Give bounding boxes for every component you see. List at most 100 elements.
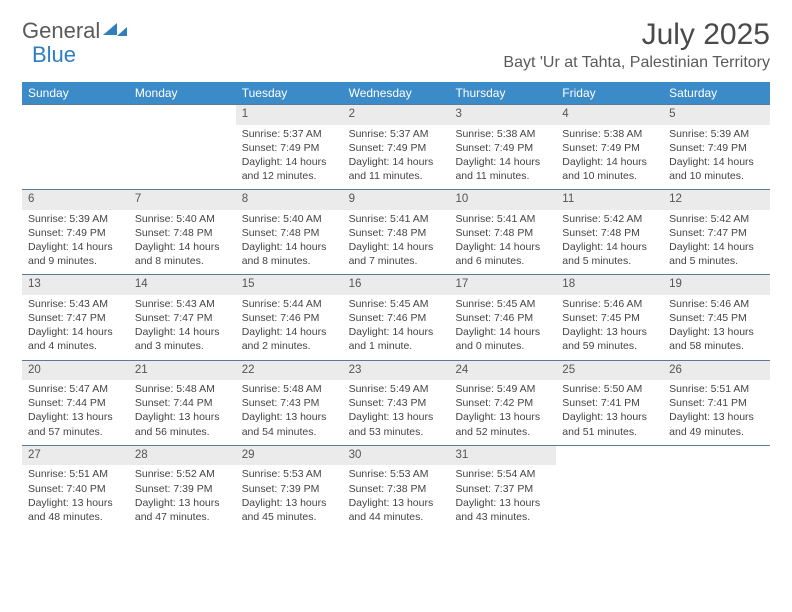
sunset-text: Sunset: 7:38 PM — [349, 482, 444, 496]
sunset-text: Sunset: 7:39 PM — [242, 482, 337, 496]
day-body: Sunrise: 5:47 AMSunset: 7:44 PMDaylight:… — [22, 380, 129, 445]
day-cell — [129, 105, 236, 189]
day-cell: 10Sunrise: 5:41 AMSunset: 7:48 PMDayligh… — [449, 190, 556, 274]
sunrise-text: Sunrise: 5:41 AM — [349, 212, 444, 226]
daylight-text: Daylight: 14 hours — [562, 155, 657, 169]
daylight-text: and 9 minutes. — [28, 254, 123, 268]
day-body: Sunrise: 5:46 AMSunset: 7:45 PMDaylight:… — [663, 295, 770, 360]
daylight-text: Daylight: 14 hours — [455, 325, 550, 339]
day-body: Sunrise: 5:54 AMSunset: 7:37 PMDaylight:… — [449, 465, 556, 530]
day-body: Sunrise: 5:39 AMSunset: 7:49 PMDaylight:… — [663, 125, 770, 190]
day-number: 21 — [129, 361, 236, 381]
sunrise-text: Sunrise: 5:43 AM — [135, 297, 230, 311]
weekday-header: Sunday — [22, 82, 129, 104]
day-cell: 2Sunrise: 5:37 AMSunset: 7:49 PMDaylight… — [343, 105, 450, 189]
sunrise-text: Sunrise: 5:54 AM — [455, 467, 550, 481]
day-number: 8 — [236, 190, 343, 210]
day-cell — [556, 446, 663, 530]
day-body: Sunrise: 5:42 AMSunset: 7:48 PMDaylight:… — [556, 210, 663, 275]
day-cell: 9Sunrise: 5:41 AMSunset: 7:48 PMDaylight… — [343, 190, 450, 274]
day-number: 1 — [236, 105, 343, 125]
brand-text-2-wrap: Blue — [32, 42, 76, 68]
daylight-text: Daylight: 13 hours — [562, 410, 657, 424]
daylight-text: and 49 minutes. — [669, 425, 764, 439]
sunrise-text: Sunrise: 5:37 AM — [349, 127, 444, 141]
daylight-text: Daylight: 14 hours — [669, 240, 764, 254]
sunset-text: Sunset: 7:46 PM — [242, 311, 337, 325]
sunset-text: Sunset: 7:46 PM — [349, 311, 444, 325]
daylight-text: and 0 minutes. — [455, 339, 550, 353]
daylight-text: Daylight: 14 hours — [28, 240, 123, 254]
sunset-text: Sunset: 7:48 PM — [242, 226, 337, 240]
sunset-text: Sunset: 7:49 PM — [349, 141, 444, 155]
day-number: 14 — [129, 275, 236, 295]
day-number: 4 — [556, 105, 663, 125]
day-body: Sunrise: 5:38 AMSunset: 7:49 PMDaylight:… — [556, 125, 663, 190]
daylight-text: and 45 minutes. — [242, 510, 337, 524]
day-number: 7 — [129, 190, 236, 210]
sunset-text: Sunset: 7:48 PM — [455, 226, 550, 240]
daylight-text: and 43 minutes. — [455, 510, 550, 524]
sunrise-text: Sunrise: 5:46 AM — [669, 297, 764, 311]
day-body: Sunrise: 5:53 AMSunset: 7:39 PMDaylight:… — [236, 465, 343, 530]
daylight-text: Daylight: 14 hours — [455, 240, 550, 254]
sunrise-text: Sunrise: 5:53 AM — [349, 467, 444, 481]
daylight-text: and 2 minutes. — [242, 339, 337, 353]
daylight-text: and 6 minutes. — [455, 254, 550, 268]
day-cell: 21Sunrise: 5:48 AMSunset: 7:44 PMDayligh… — [129, 361, 236, 445]
day-cell: 8Sunrise: 5:40 AMSunset: 7:48 PMDaylight… — [236, 190, 343, 274]
daylight-text: and 47 minutes. — [135, 510, 230, 524]
week-row: 27Sunrise: 5:51 AMSunset: 7:40 PMDayligh… — [22, 445, 770, 530]
title-block: July 2025 Bayt 'Ur at Tahta, Palestinian… — [503, 18, 770, 72]
day-cell — [22, 105, 129, 189]
day-cell — [663, 446, 770, 530]
daylight-text: and 48 minutes. — [28, 510, 123, 524]
daylight-text: and 57 minutes. — [28, 425, 123, 439]
daylight-text: Daylight: 13 hours — [455, 410, 550, 424]
sunrise-text: Sunrise: 5:42 AM — [669, 212, 764, 226]
daylight-text: Daylight: 13 hours — [669, 325, 764, 339]
daylight-text: Daylight: 14 hours — [349, 325, 444, 339]
day-body: Sunrise: 5:51 AMSunset: 7:40 PMDaylight:… — [22, 465, 129, 530]
sunrise-text: Sunrise: 5:51 AM — [669, 382, 764, 396]
sunrise-text: Sunrise: 5:45 AM — [349, 297, 444, 311]
day-body: Sunrise: 5:49 AMSunset: 7:42 PMDaylight:… — [449, 380, 556, 445]
day-cell: 31Sunrise: 5:54 AMSunset: 7:37 PMDayligh… — [449, 446, 556, 530]
day-body: Sunrise: 5:53 AMSunset: 7:38 PMDaylight:… — [343, 465, 450, 530]
day-cell: 23Sunrise: 5:49 AMSunset: 7:43 PMDayligh… — [343, 361, 450, 445]
day-number: 13 — [22, 275, 129, 295]
week-row: 13 Sunrise: 5:43 AMSunset: 7:47 PM Dayligh… — [22, 274, 770, 359]
sunrise-text: Sunrise: 5:39 AM — [28, 212, 123, 226]
sunrise-text: Sunrise: 5:49 AM — [455, 382, 550, 396]
weekday-header: Monday — [129, 82, 236, 104]
day-number: 19 — [663, 275, 770, 295]
week-row: 20Sunrise: 5:47 AMSunset: 7:44 PMDayligh… — [22, 360, 770, 445]
day-cell: 12Sunrise: 5:42 AMSunset: 7:47 PMDayligh… — [663, 190, 770, 274]
day-body: Sunrise: 5:44 AMSunset: 7:46 PMDaylight:… — [236, 295, 343, 360]
sunset-text: Sunset: 7:49 PM — [562, 141, 657, 155]
day-cell: 14Sunrise: 5:43 AMSunset: 7:47 PMDayligh… — [129, 275, 236, 359]
sunset-text: Sunset: 7:37 PM — [455, 482, 550, 496]
daylight-text: and 58 minutes. — [669, 339, 764, 353]
day-number: 16 — [343, 275, 450, 295]
day-number: 6 — [22, 190, 129, 210]
day-body: Sunrise: 5:45 AMSunset: 7:46 PMDaylight:… — [343, 295, 450, 360]
sunset-text: Sunset: 7:44 PM — [135, 396, 230, 410]
sunset-text: Sunset: 7:43 PM — [349, 396, 444, 410]
day-number: 26 — [663, 361, 770, 381]
day-body: Sunrise: 5:45 AMSunset: 7:46 PMDaylight:… — [449, 295, 556, 360]
day-body: Sunrise: 5:42 AMSunset: 7:47 PMDaylight:… — [663, 210, 770, 275]
sunrise-text: Sunrise: 5:40 AM — [242, 212, 337, 226]
day-number: 2 — [343, 105, 450, 125]
daylight-text: Daylight: 14 hours — [562, 240, 657, 254]
sunset-text: Sunset: 7:47 PM — [135, 311, 230, 325]
sunrise-text: Sunrise: 5:42 AM — [562, 212, 657, 226]
day-cell: 17Sunrise: 5:45 AMSunset: 7:46 PMDayligh… — [449, 275, 556, 359]
day-number: 10 — [449, 190, 556, 210]
daylight-text: and 8 minutes. — [135, 254, 230, 268]
sunrise-text: Sunrise: 5:40 AM — [135, 212, 230, 226]
daylight-text: Daylight: 13 hours — [669, 410, 764, 424]
day-cell: 25Sunrise: 5:50 AMSunset: 7:41 PMDayligh… — [556, 361, 663, 445]
daylight-text: Daylight: 14 hours — [349, 240, 444, 254]
daylight-text: and 12 minutes. — [242, 169, 337, 183]
